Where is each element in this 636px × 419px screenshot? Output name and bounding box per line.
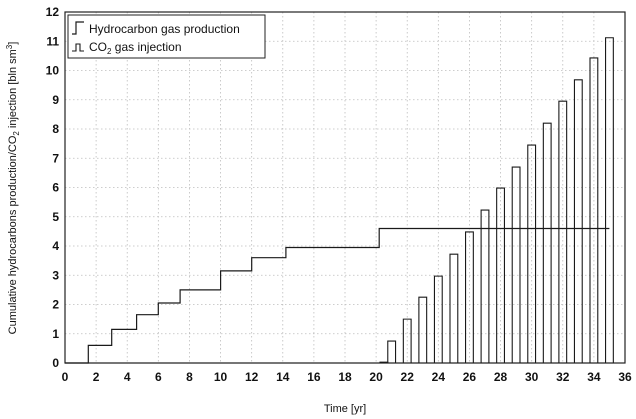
co2-injection-bar xyxy=(511,166,521,363)
x-tick-label: 26 xyxy=(463,370,477,384)
legend-symbol-injection xyxy=(72,43,84,52)
x-axis-ticks: 0 2 4 6 8 10 12 14 16 18 20 22 24 26 28 30 32 34 36 xyxy=(62,370,632,384)
legend-symbol-production xyxy=(72,21,84,35)
x-tick-label: 4 xyxy=(124,370,131,384)
y-tick-label: 9 xyxy=(52,93,59,107)
x-axis-label: Time [yr] xyxy=(324,403,366,415)
y-tick-label: 11 xyxy=(46,34,59,48)
x-tick-label: 30 xyxy=(525,370,539,384)
co2-injection-bar xyxy=(558,100,568,363)
x-tick-label: 2 xyxy=(93,370,100,384)
y-tick-label: 4 xyxy=(52,239,59,253)
co2-injection-bar xyxy=(527,144,537,363)
y-tick-label: 1 xyxy=(52,327,59,341)
co2-injection-bar xyxy=(449,253,459,363)
legend: Hydrocarbon gas production CO2 gas injec… xyxy=(67,14,266,59)
legend-label-injection: CO2 gas injection xyxy=(89,40,182,56)
grid xyxy=(65,12,625,363)
y-tick-label: 0 xyxy=(52,356,59,370)
co2-injection-bar xyxy=(387,340,397,363)
x-tick-label: 22 xyxy=(401,370,415,384)
legend-box xyxy=(67,14,266,59)
x-tick-label: 6 xyxy=(155,370,162,384)
legend-label-production: Hydrocarbon gas production xyxy=(89,22,240,36)
x-tick-label: 0 xyxy=(62,370,69,384)
x-tick-label: 34 xyxy=(587,370,601,384)
x-tick-label: 10 xyxy=(214,370,228,384)
co2-injection-bar xyxy=(589,57,599,363)
x-tick-label: 28 xyxy=(494,370,508,384)
co2-injection-series xyxy=(65,37,614,364)
y-tick-label: 6 xyxy=(52,181,59,195)
co2-injection-bar xyxy=(433,275,443,363)
co2-injection-bar xyxy=(418,296,428,363)
y-tick-label: 8 xyxy=(52,122,59,136)
y-tick-label: 2 xyxy=(52,298,59,312)
x-tick-label: 14 xyxy=(276,370,290,384)
x-tick-label: 16 xyxy=(307,370,321,384)
y-tick-label: 3 xyxy=(52,268,59,282)
co2-injection-bar xyxy=(465,231,474,363)
x-tick-label: 24 xyxy=(432,370,446,384)
x-tick-label: 20 xyxy=(369,370,383,384)
x-tick-label: 18 xyxy=(338,370,352,384)
co2-injection-bar xyxy=(605,37,614,363)
hydrocarbon-production-line xyxy=(65,227,610,364)
co2-injection-bar xyxy=(496,187,505,363)
y-tick-label: 10 xyxy=(46,64,60,78)
co2-injection-bar xyxy=(480,209,490,363)
y-axis-label: Cumulative hydrocarbons production/CO2 i… xyxy=(5,42,21,335)
co2-injection-bar xyxy=(573,79,583,363)
x-tick-label: 32 xyxy=(556,370,570,384)
co2-injection-bar xyxy=(402,318,412,363)
y-tick-label: 7 xyxy=(52,151,59,165)
x-tick-label: 8 xyxy=(186,370,193,384)
y-tick-label: 12 xyxy=(46,5,60,19)
x-tick-label: 12 xyxy=(245,370,259,384)
y-tick-label: 5 xyxy=(52,210,59,224)
co2-injection-bar xyxy=(542,122,552,363)
x-tick-label: 36 xyxy=(618,370,632,384)
